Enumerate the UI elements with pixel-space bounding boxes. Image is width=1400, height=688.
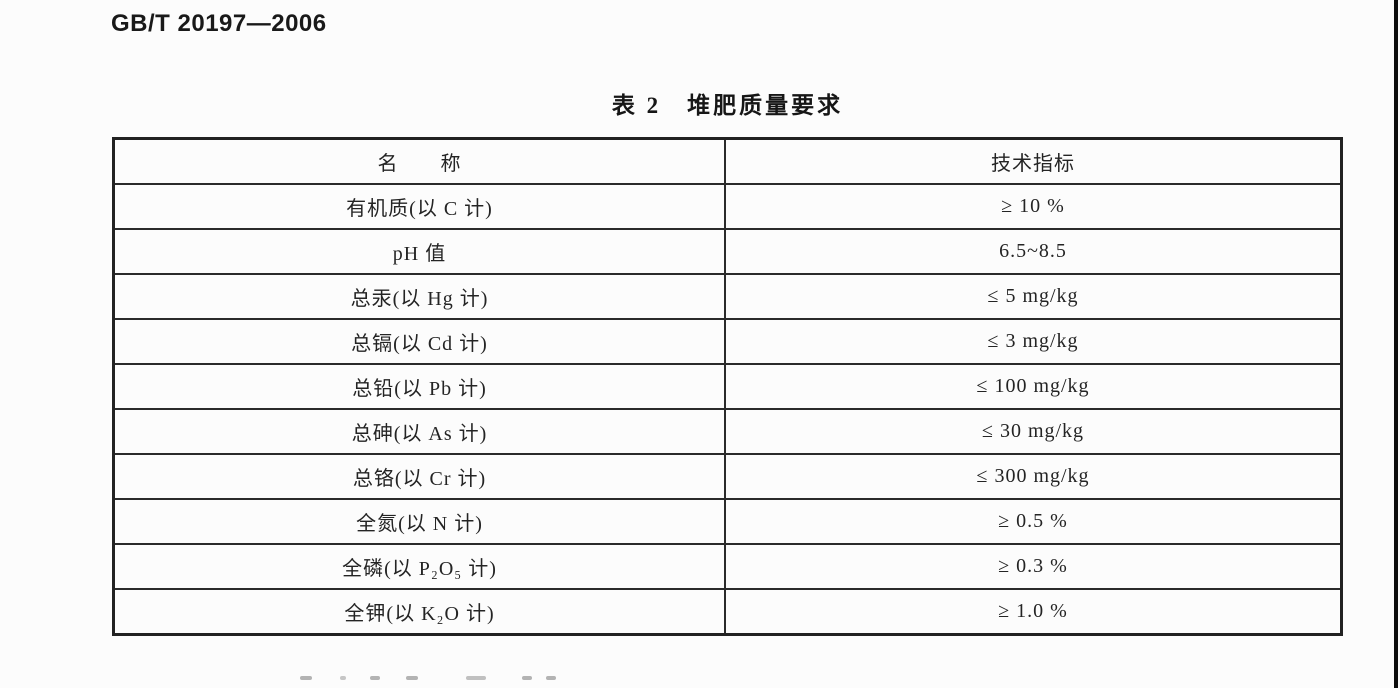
row-value-cell: 6.5~8.5	[724, 228, 1343, 275]
cut-off-text-fragment	[300, 676, 556, 680]
row-name-cell: 总砷(以 As 计)	[112, 408, 727, 455]
row-value-cell: ≥ 0.3 %	[724, 543, 1343, 590]
table-row: 总镉(以 Cd 计) ≤ 3 mg/kg	[112, 318, 1343, 365]
table-row: 有机质(以 C 计) ≥ 10 %	[112, 183, 1343, 230]
table-row: 全磷(以 P₂O₅ 计) ≥ 0.3 %	[112, 543, 1343, 590]
row-value-cell: ≥ 10 %	[724, 183, 1343, 230]
table-row: 总汞(以 Hg 计) ≤ 5 mg/kg	[112, 273, 1343, 320]
table-row: pH 值 6.5~8.5	[112, 228, 1343, 275]
row-name-cell: 全氮(以 N 计)	[112, 498, 727, 545]
row-name-cell: 全磷(以 P₂O₅ 计)	[112, 543, 727, 590]
row-name-cell: 总汞(以 Hg 计)	[112, 273, 727, 320]
scan-edge-line	[1394, 0, 1398, 688]
standard-number: GB/T 20197—2006	[111, 10, 327, 37]
row-value-cell: ≥ 1.0 %	[724, 588, 1343, 636]
table-header-row: 名 称 技术指标	[112, 137, 1343, 185]
table-row: 总铅(以 Pb 计) ≤ 100 mg/kg	[112, 363, 1343, 410]
column-header-name: 名 称	[112, 137, 727, 185]
row-value-cell: ≤ 3 mg/kg	[724, 318, 1343, 365]
row-value-cell: ≤ 5 mg/kg	[724, 273, 1343, 320]
row-name-cell: 总镉(以 Cd 计)	[112, 318, 727, 365]
column-header-indicator: 技术指标	[724, 137, 1343, 185]
row-value-cell: ≤ 30 mg/kg	[724, 408, 1343, 455]
compost-quality-table: 名 称 技术指标 有机质(以 C 计) ≥ 10 % pH 值 6.5~8.5 …	[112, 137, 1343, 636]
table-title: 表 2 堆肥质量要求	[611, 93, 844, 118]
table-row: 全钾(以 K₂O 计) ≥ 1.0 %	[112, 588, 1343, 636]
row-name-cell: 总铅(以 Pb 计)	[112, 363, 727, 410]
table-row: 总铬(以 Cr 计) ≤ 300 mg/kg	[112, 453, 1343, 500]
row-value-cell: ≤ 300 mg/kg	[724, 453, 1343, 500]
row-name-cell: 全钾(以 K₂O 计)	[112, 588, 727, 636]
row-value-cell: ≤ 100 mg/kg	[724, 363, 1343, 410]
row-name-cell: pH 值	[112, 228, 727, 275]
table-row: 总砷(以 As 计) ≤ 30 mg/kg	[112, 408, 1343, 455]
row-value-cell: ≥ 0.5 %	[724, 498, 1343, 545]
row-name-cell: 总铬(以 Cr 计)	[112, 453, 727, 500]
table-row: 全氮(以 N 计) ≥ 0.5 %	[112, 498, 1343, 545]
row-name-cell: 有机质(以 C 计)	[112, 183, 727, 230]
